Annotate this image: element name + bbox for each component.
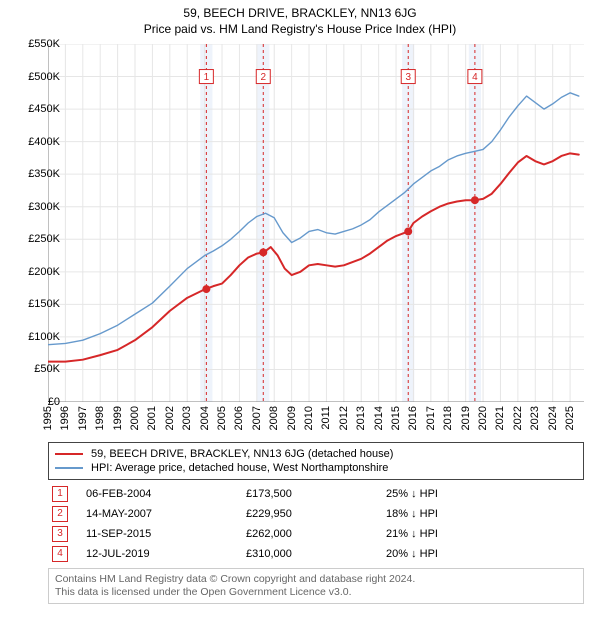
title-block: 59, BEECH DRIVE, BRACKLEY, NN13 6JG Pric… [0,0,600,36]
sales-row: 3 11-SEP-2015£262,00021% ↓ HPI [48,524,584,544]
ytick-label: £50K [16,363,60,375]
ytick-label: £300K [16,201,60,213]
sales-marker-box: 3 [52,526,68,542]
xtick-label: 1999 [112,406,124,430]
legend-swatch [55,467,83,468]
event-band [257,44,269,402]
chart-area: 1 2 3 4 [48,44,584,402]
xtick-label: 2023 [529,406,541,430]
sales-price: £310,000 [246,545,386,563]
sale-marker-number: 1 [204,72,210,83]
xtick-label: 2019 [460,406,472,430]
xtick-label: 2024 [547,406,559,430]
xtick-label: 2006 [233,406,245,430]
xtick-label: 1998 [94,406,106,430]
legend-box: 59, BEECH DRIVE, BRACKLEY, NN13 6JG (det… [48,442,584,480]
footer-line1: Contains HM Land Registry data © Crown c… [55,573,577,586]
sales-marker-box: 4 [52,546,68,562]
xtick-label: 2002 [164,406,176,430]
sales-date: 11-SEP-2015 [86,525,246,543]
sales-date: 14-MAY-2007 [86,505,246,523]
xtick-label: 2018 [442,406,454,430]
sales-row: 2 14-MAY-2007£229,95018% ↓ HPI [48,504,584,524]
legend-swatch [55,453,83,455]
xtick-label: 2010 [303,406,315,430]
xtick-label: 2005 [216,406,228,430]
xtick-label: 2001 [146,406,158,430]
sale-marker-number: 2 [260,72,266,83]
xtick-label: 2008 [268,406,280,430]
ytick-label: £100K [16,331,60,343]
sales-price: £229,950 [246,505,386,523]
sale-marker-number: 4 [472,72,478,83]
sales-marker-box: 2 [52,506,68,522]
xtick-label: 2025 [564,406,576,430]
xtick-label: 2017 [425,406,437,430]
xtick-label: 2013 [355,406,367,430]
sales-delta: 18% ↓ HPI [386,505,536,523]
xtick-label: 2016 [407,406,419,430]
xtick-label: 2009 [286,406,298,430]
xtick-label: 2003 [181,406,193,430]
xtick-label: 1997 [77,406,89,430]
ytick-label: £550K [16,38,60,50]
xtick-label: 2022 [512,406,524,430]
ytick-label: £450K [16,103,60,115]
sales-table: 1 06-FEB-2004£173,50025% ↓ HPI 2 14-MAY-200… [48,484,584,564]
footer-box: Contains HM Land Registry data © Crown c… [48,568,584,604]
sales-row: 4 12-JUL-2019£310,00020% ↓ HPI [48,544,584,564]
sales-date: 12-JUL-2019 [86,545,246,563]
ytick-label: £400K [16,136,60,148]
xtick-label: 1996 [59,406,71,430]
xtick-label: 2004 [199,406,211,430]
sales-delta: 25% ↓ HPI [386,485,536,503]
sales-row: 1 06-FEB-2004£173,50025% ↓ HPI [48,484,584,504]
ytick-label: £350K [16,168,60,180]
xtick-label: 1995 [42,406,54,430]
sales-price: £173,500 [246,485,386,503]
plot-bg [48,44,584,402]
sales-marker-box: 1 [52,486,68,502]
xtick-label: 2011 [320,406,332,430]
legend-label: HPI: Average price, detached house, West… [91,461,388,475]
xtick-label: 2000 [129,406,141,430]
legend-row: 59, BEECH DRIVE, BRACKLEY, NN13 6JG (det… [55,447,577,461]
footer-line2: This data is licensed under the Open Gov… [55,586,577,599]
event-band [469,44,481,402]
sales-delta: 21% ↓ HPI [386,525,536,543]
title-main: 59, BEECH DRIVE, BRACKLEY, NN13 6JG [0,6,600,20]
xtick-label: 2015 [390,406,402,430]
event-band [200,44,212,402]
ytick-label: £150K [16,298,60,310]
xtick-label: 2020 [477,406,489,430]
plot-svg: 1 2 3 4 [48,44,584,402]
xtick-label: 2021 [494,406,506,430]
xtick-label: 2007 [251,406,263,430]
legend-label: 59, BEECH DRIVE, BRACKLEY, NN13 6JG (det… [91,447,393,461]
ytick-label: £200K [16,266,60,278]
xtick-label: 2014 [373,406,385,430]
ytick-label: £500K [16,71,60,83]
sale-marker-number: 3 [405,72,411,83]
legend-row: HPI: Average price, detached house, West… [55,461,577,475]
sales-delta: 20% ↓ HPI [386,545,536,563]
sales-price: £262,000 [246,525,386,543]
ytick-label: £250K [16,233,60,245]
chart-container: 59, BEECH DRIVE, BRACKLEY, NN13 6JG Pric… [0,0,600,620]
sales-date: 06-FEB-2004 [86,485,246,503]
xtick-label: 2012 [338,406,350,430]
title-sub: Price paid vs. HM Land Registry's House … [0,22,600,36]
